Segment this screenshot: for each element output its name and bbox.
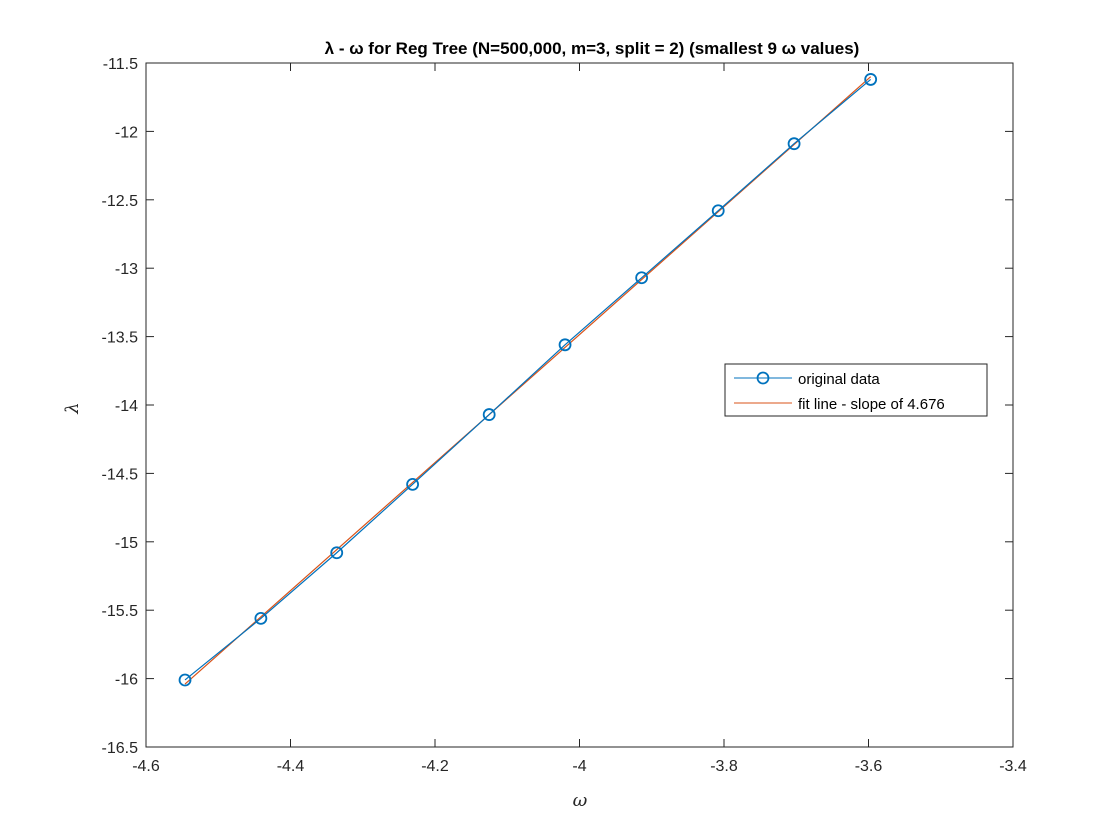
y-tick-label: -16: [115, 672, 138, 689]
data-point-original-data: [864, 73, 878, 86]
data-point-original-data: [482, 408, 496, 421]
legend-marker-original-data: [756, 371, 770, 385]
series-line-fit-line: [184, 76, 872, 685]
x-tick-label: -3.6: [855, 758, 883, 775]
data-point-original-data: [635, 271, 649, 285]
x-tick-label: -4.6: [132, 758, 160, 775]
legend-label-fit-line: fit line - slope of 4.676: [798, 396, 945, 413]
data-point-original-data: [254, 612, 268, 625]
y-tick-label: -13: [115, 261, 138, 278]
y-tick-label: -14.5: [102, 466, 139, 483]
x-axis-label: ω: [573, 790, 588, 811]
data-point-original-data: [558, 338, 572, 352]
x-tick-label: -4.4: [277, 758, 305, 775]
x-tick-label: -3.8: [710, 758, 738, 775]
data-point-original-data: [711, 204, 725, 218]
chart-title: λ - ω for Reg Tree (N=500,000, m=3, spli…: [325, 39, 860, 58]
data-point-original-data: [330, 546, 344, 560]
data-point-original-data: [178, 673, 192, 687]
data-point-original-data: [787, 137, 801, 151]
y-axis-label: λ: [62, 402, 83, 414]
y-tick-label: -15.5: [102, 603, 139, 620]
y-tick-label: -11.5: [103, 56, 138, 73]
x-tick-label: -4: [572, 758, 586, 775]
y-tick-label: -12.5: [102, 193, 139, 210]
legend-box: [724, 363, 988, 417]
y-tick-label: -13.5: [102, 330, 139, 347]
y-tick-label: -14: [115, 398, 138, 415]
series-line-original-data: [184, 78, 872, 681]
plot-frame: [145, 62, 1014, 748]
legend: original data fit line - slope of 4.676: [724, 363, 988, 417]
ticks-layer: -4.6 -4.4 -4.2 -4 -3.8 -3.6 -3.4 -16.5 -16 -15.5 -…: [102, 56, 1027, 775]
legend-label-original-data: original data: [798, 371, 880, 388]
y-tick-label: -12: [115, 124, 138, 141]
x-tick-label: -3.4: [999, 758, 1027, 775]
y-tick-label: -15: [115, 535, 138, 552]
y-tick-label: -16.5: [102, 740, 139, 757]
series-layer: [178, 73, 878, 687]
data-point-original-data: [406, 477, 420, 491]
x-tick-label: -4.2: [421, 758, 449, 775]
